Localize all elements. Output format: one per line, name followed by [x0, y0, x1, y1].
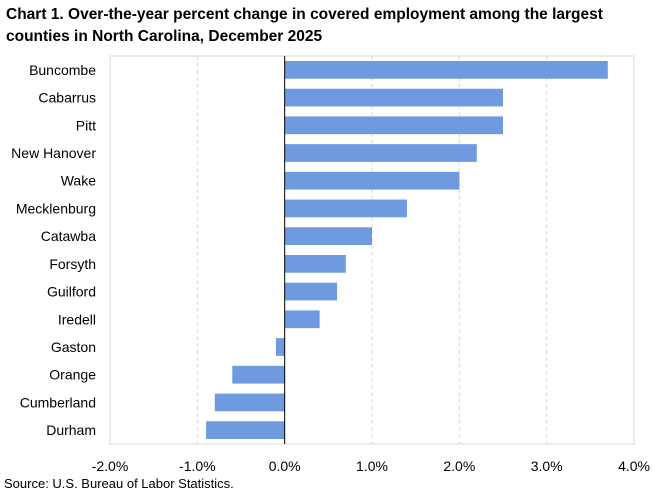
category-label: Buncombe — [29, 62, 96, 78]
category-label: Wake — [61, 173, 96, 189]
bar-wake — [284, 171, 460, 190]
x-tick-label: 4.0% — [618, 458, 650, 474]
category-label: Pitt — [76, 117, 96, 133]
x-tick-label: -2.0% — [92, 458, 129, 474]
x-tick-label: -1.0% — [179, 458, 216, 474]
x-tick-label: 1.0% — [356, 458, 388, 474]
bar-catawba — [284, 227, 372, 246]
category-label: Orange — [49, 367, 96, 383]
bar-guilford — [284, 282, 338, 301]
source-note: Source: U.S. Bureau of Labor Statistics. — [4, 476, 234, 491]
category-label: Cumberland — [20, 394, 96, 410]
bar-durham — [206, 421, 285, 440]
chart-title: Chart 1. Over-the-year percent change in… — [6, 6, 603, 45]
bar-mecklenburg — [284, 199, 407, 218]
bar-cabarrus — [284, 88, 503, 107]
bar-orange — [232, 365, 285, 384]
category-label: Mecklenburg — [16, 200, 96, 216]
bar-cumberland — [214, 393, 285, 412]
category-labels: Buncombe Cabarrus Pitt New Hanover Wake Meckl… — [11, 62, 96, 438]
bar-new-hanover — [284, 144, 477, 162]
bar-buncombe — [284, 60, 608, 79]
bar-gaston — [275, 338, 285, 356]
category-label: Gaston — [51, 339, 96, 355]
bar-forsyth — [284, 254, 346, 273]
bar-iredell — [284, 310, 320, 329]
category-label: Forsyth — [49, 256, 96, 272]
category-label: Durham — [46, 422, 96, 438]
x-tick-labels: -2.0% -1.0% 0.0% 1.0% 2.0% 3.0% 4.0% — [92, 458, 650, 474]
category-label: Catawba — [41, 228, 96, 244]
category-label: Iredell — [58, 311, 96, 327]
bars — [206, 60, 608, 440]
x-tick-label: 2.0% — [443, 458, 475, 474]
x-tick-label: 0.0% — [269, 458, 301, 474]
category-label: New Hanover — [11, 145, 96, 161]
category-label: Cabarrus — [38, 90, 96, 106]
bar-pitt — [284, 116, 503, 135]
category-label: Guilford — [47, 284, 96, 300]
x-tick-label: 3.0% — [531, 458, 563, 474]
